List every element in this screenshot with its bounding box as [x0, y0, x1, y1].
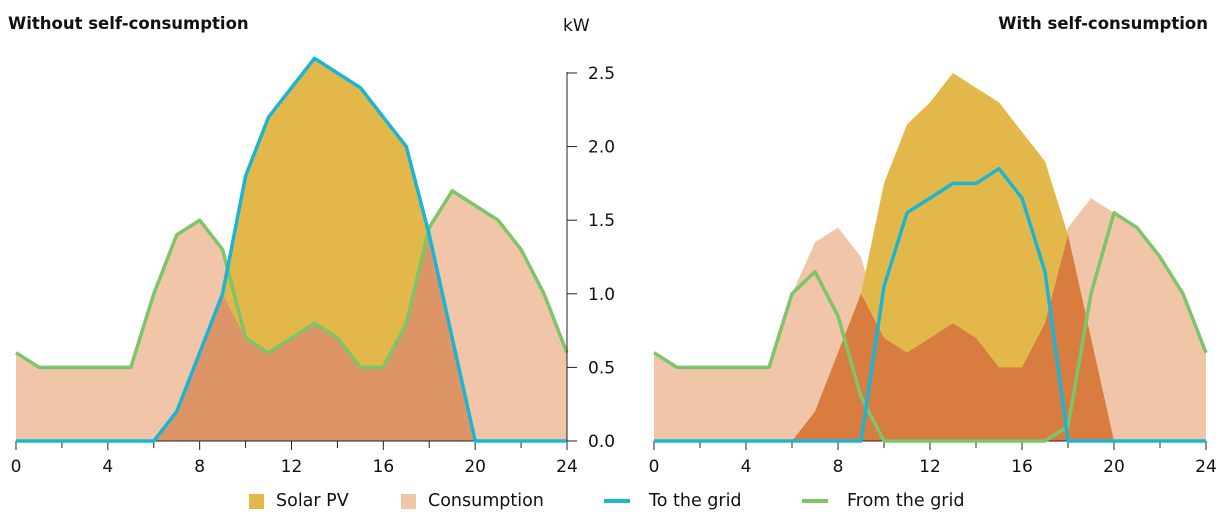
legend-swatch-to-the-grid	[604, 499, 630, 503]
x-tick-label-without-20: 20	[464, 457, 486, 477]
x-tick-label-without-0: 0	[11, 457, 22, 477]
y-tick-label-2: 1.0	[588, 285, 615, 305]
x-tick-label-without-24: 24	[556, 457, 578, 477]
legend-swatch-consumption	[401, 493, 416, 509]
y-tick-label-0: 0.0	[588, 432, 615, 452]
y-tick-label-5: 2.5	[588, 64, 615, 84]
legend-label-solar-pv: Solar PV	[276, 491, 349, 511]
self-consumed-area-with	[654, 234, 1206, 441]
legend-label-to-the-grid: To the grid	[649, 491, 742, 511]
y-axis-unit-label: kW	[563, 16, 590, 36]
legend-label-from-the-grid: From the grid	[847, 491, 965, 511]
panel-without-self-consumption: 0 4 8 12 16 20 24	[11, 56, 578, 477]
x-tick-label-with-12: 12	[919, 457, 941, 477]
legend-item-to-the-grid: To the grid	[604, 491, 742, 511]
shared-y-axis: 0.0 0.5 1.0 1.5 2.0 2.5	[566, 64, 615, 452]
x-tick-label-with-0: 0	[649, 457, 660, 477]
legend-swatch-from-the-grid	[802, 499, 828, 503]
overlap-area-without	[16, 234, 567, 441]
x-tick-label-without-8: 8	[194, 457, 205, 477]
to-grid-line-without	[16, 56, 567, 443]
panel-with-self-consumption: 0 4 8 12 16 20 24	[649, 73, 1217, 477]
self-consumption-charts: 0 4 8 12 16 20 24 0 4 8 12 16 20 24 0.0 0.5 1.0 1.5 2.0 2…	[11, 56, 1217, 477]
legend-swatch-solar-pv	[249, 493, 264, 509]
x-tick-label-without-16: 16	[373, 457, 395, 477]
legend-label-consumption: Consumption	[428, 491, 544, 511]
x-tick-label-with-24: 24	[1195, 457, 1217, 477]
legend-item-consumption: Consumption	[401, 491, 544, 511]
x-tick-label-with-4: 4	[741, 457, 752, 477]
legend-item-solar-pv: Solar PV	[249, 491, 349, 511]
legend: Solar PV Consumption To the grid From th…	[0, 491, 1222, 518]
y-tick-label-1: 0.5	[588, 358, 615, 378]
from-grid-line-without	[15, 189, 569, 370]
y-tick-label-4: 2.0	[588, 138, 615, 158]
to-grid-line-with	[654, 166, 1206, 443]
x-tick-label-with-20: 20	[1103, 457, 1125, 477]
x-tick-label-without-12: 12	[281, 457, 303, 477]
x-tick-label-without-4: 4	[102, 457, 113, 477]
chart-title-left: Without self-consumption	[8, 14, 249, 33]
x-tick-label-with-16: 16	[1011, 457, 1033, 477]
legend-item-from-the-grid: From the grid	[802, 491, 964, 511]
from-grid-line-with	[653, 211, 1208, 443]
x-tick-label-with-8: 8	[833, 457, 844, 477]
y-tick-label-3: 1.5	[588, 211, 615, 231]
chart-title-right: With self-consumption	[998, 14, 1208, 33]
